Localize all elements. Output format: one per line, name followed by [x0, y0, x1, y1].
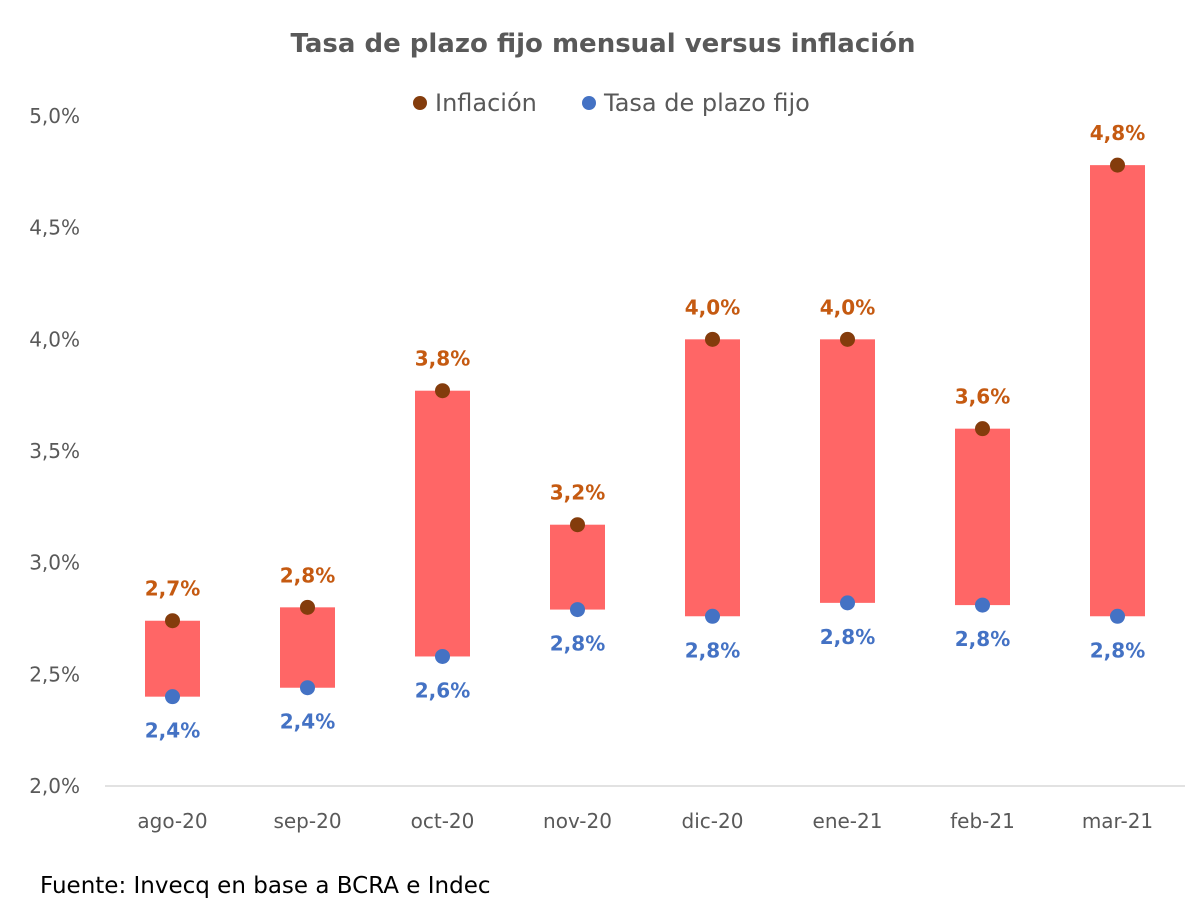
x-tick-label: ene-21 — [813, 809, 883, 833]
y-tick-label: 5,0% — [29, 104, 80, 128]
inflacion-point — [1110, 157, 1125, 173]
range-bar — [820, 339, 875, 603]
range-bar — [955, 428, 1010, 606]
y-tick-label: 3,5% — [29, 439, 80, 463]
inflacion-point — [435, 383, 450, 399]
inflacion-data-label: 2,8% — [280, 563, 335, 587]
range-bars — [145, 165, 1145, 697]
range-bar — [145, 620, 200, 697]
chart-title: Tasa de plazo fijo mensual versus inflac… — [290, 29, 915, 59]
tasa-data-label: 2,6% — [415, 678, 470, 702]
tasa-point — [840, 595, 855, 611]
tasa-data-label: 2,8% — [550, 632, 605, 656]
inflacion-data-label: 2,7% — [145, 577, 200, 601]
inflacion-data-label: 3,2% — [550, 481, 605, 505]
inflacion-data-label: 3,6% — [955, 385, 1010, 409]
inflacion-point — [165, 613, 180, 629]
range-bar — [1090, 165, 1145, 617]
inflacion-data-label: 4,0% — [820, 295, 875, 319]
y-axis: 2,0% 2,5% 3,0% 3,5% 4,0% 4,5% 5,0% — [29, 104, 80, 798]
x-tick-label: dic-20 — [682, 809, 744, 833]
inflacion-point — [570, 517, 585, 533]
inflacion-point — [975, 421, 990, 437]
tasa-data-label: 2,4% — [145, 719, 200, 743]
tasa-point — [705, 608, 720, 624]
tasa-data-label: 2,4% — [280, 710, 335, 734]
legend-marker-inflacion — [413, 96, 427, 110]
y-tick-label: 4,5% — [29, 216, 80, 240]
y-tick-label: 2,5% — [29, 662, 80, 686]
x-tick-label: sep-20 — [273, 809, 341, 833]
tasa-point — [300, 680, 315, 696]
data-points — [165, 157, 1125, 705]
tasa-point — [975, 597, 990, 613]
source-note: Fuente: Invecq en base a BCRA e Indec — [40, 873, 491, 899]
legend: Inflación Tasa de plazo fijo — [413, 89, 810, 117]
x-tick-label: mar-21 — [1082, 809, 1153, 833]
tasa-point — [1110, 608, 1125, 624]
inflacion-data-label: 4,8% — [1090, 121, 1145, 145]
tasa-data-label: 2,8% — [955, 627, 1010, 651]
tasa-data-label: 2,8% — [1090, 638, 1145, 662]
inflacion-point — [705, 331, 720, 347]
tasa-data-label: 2,8% — [685, 638, 740, 662]
legend-label-inflacion: Inflación — [435, 89, 537, 117]
data-labels: 2,7% 2,4% 2,8% 2,4% 3,8% 2,6% 3,2% 2,8% 4,0% 2,8%… — [145, 121, 1145, 743]
legend-marker-tasa — [582, 96, 596, 110]
x-tick-label: ago-20 — [137, 809, 207, 833]
y-tick-label: 3,0% — [29, 551, 80, 575]
legend-label-tasa: Tasa de plazo fijo — [603, 89, 810, 117]
tasa-point — [570, 602, 585, 618]
inflacion-data-label: 3,8% — [415, 347, 470, 371]
range-bar — [550, 524, 605, 610]
inflacion-point — [840, 331, 855, 347]
inflacion-point — [300, 599, 315, 615]
tasa-data-label: 2,8% — [820, 625, 875, 649]
y-tick-label: 4,0% — [29, 327, 80, 351]
x-axis: ago-20 sep-20 oct-20 nov-20 dic-20 ene-21 feb-… — [105, 785, 1185, 833]
y-tick-label: 2,0% — [29, 774, 80, 798]
x-tick-label: nov-20 — [543, 809, 612, 833]
tasa-point — [165, 689, 180, 705]
tasa-point — [435, 648, 450, 664]
x-tick-label: feb-21 — [950, 809, 1015, 833]
x-tick-label: oct-20 — [411, 809, 475, 833]
inflacion-data-label: 4,0% — [685, 295, 740, 319]
range-bar — [685, 339, 740, 617]
range-bar — [415, 390, 470, 657]
range-bar — [280, 607, 335, 688]
